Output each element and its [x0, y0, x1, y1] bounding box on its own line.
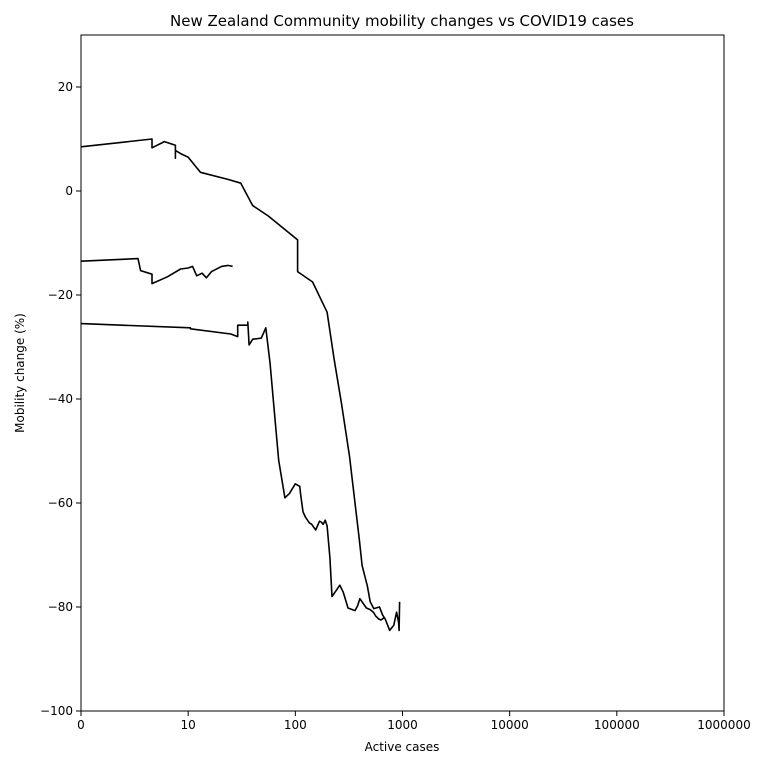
- series-line-3: [80, 321, 386, 621]
- x-axis-ticks: 0 10 100 1000 10000 100000 1000000: [77, 711, 751, 732]
- x-tick-label: 10000: [491, 718, 529, 732]
- x-tick-label: 10: [181, 718, 196, 732]
- series-line-1: [80, 138, 401, 632]
- x-tick-label: 1000000: [697, 718, 750, 732]
- x-tick-label: 1000: [387, 718, 418, 732]
- x-tick-label: 100: [284, 718, 307, 732]
- y-tick-label: −60: [48, 496, 73, 510]
- y-tick-label: 0: [65, 184, 73, 198]
- y-tick-label: −20: [48, 288, 73, 302]
- y-tick-label: −100: [40, 704, 73, 718]
- x-axis-label: Active cases: [365, 740, 440, 754]
- y-tick-label: 20: [58, 80, 73, 94]
- y-tick-label: −40: [48, 392, 73, 406]
- y-axis-label: Mobility change (%): [13, 313, 27, 433]
- x-tick-label: 0: [77, 718, 85, 732]
- x-tick-label: 100000: [594, 718, 640, 732]
- plot-area: [80, 34, 725, 712]
- y-axis-ticks: 20 0 −20 −40 −60 −80 −100: [40, 80, 81, 718]
- series-line-2: [80, 257, 233, 285]
- chart-title: New Zealand Community mobility changes v…: [170, 12, 634, 30]
- series-layer: [80, 138, 401, 632]
- y-tick-label: −80: [48, 600, 73, 614]
